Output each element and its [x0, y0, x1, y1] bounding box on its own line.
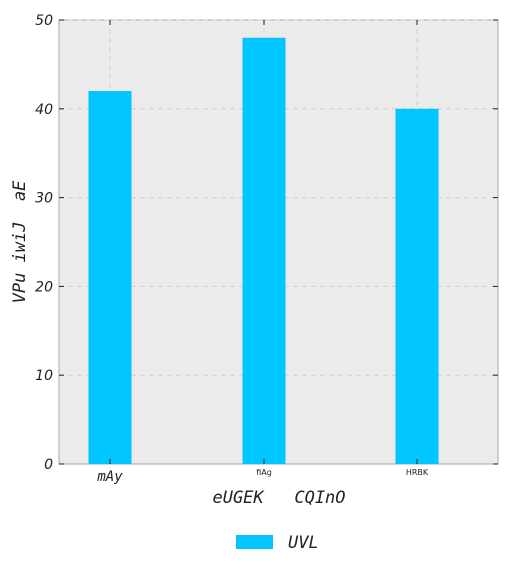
bar-fiag [242, 37, 286, 464]
x-axis-label: eUGEK CQInO [212, 488, 345, 508]
y-axis-label: VPu iwiJ aE [10, 180, 30, 304]
legend-swatch-uvl [236, 535, 273, 549]
y-tick-label: 0 [44, 457, 53, 473]
y-tick-label: 30 [35, 191, 53, 207]
x-tick-label-may: mAy [96, 469, 123, 485]
bar-series [88, 37, 439, 465]
legend-label-uvl: UVL [288, 533, 319, 553]
bar-hrbk [395, 108, 439, 465]
bar-may [88, 91, 132, 464]
y-tick-label: 50 [35, 13, 53, 29]
y-tick-label: 10 [35, 368, 53, 384]
x-axis-ticks: mAy fiAg HRBK [96, 20, 429, 485]
legend: UVL [236, 533, 319, 553]
x-tick-label-fiag: fiAg [256, 468, 272, 477]
y-axis-ticks: 0 10 20 30 40 50 [35, 13, 498, 473]
y-tick-label: 40 [35, 102, 53, 118]
x-tick-label-hrbk: HRBK [406, 468, 429, 477]
y-tick-label: 20 [35, 279, 53, 295]
